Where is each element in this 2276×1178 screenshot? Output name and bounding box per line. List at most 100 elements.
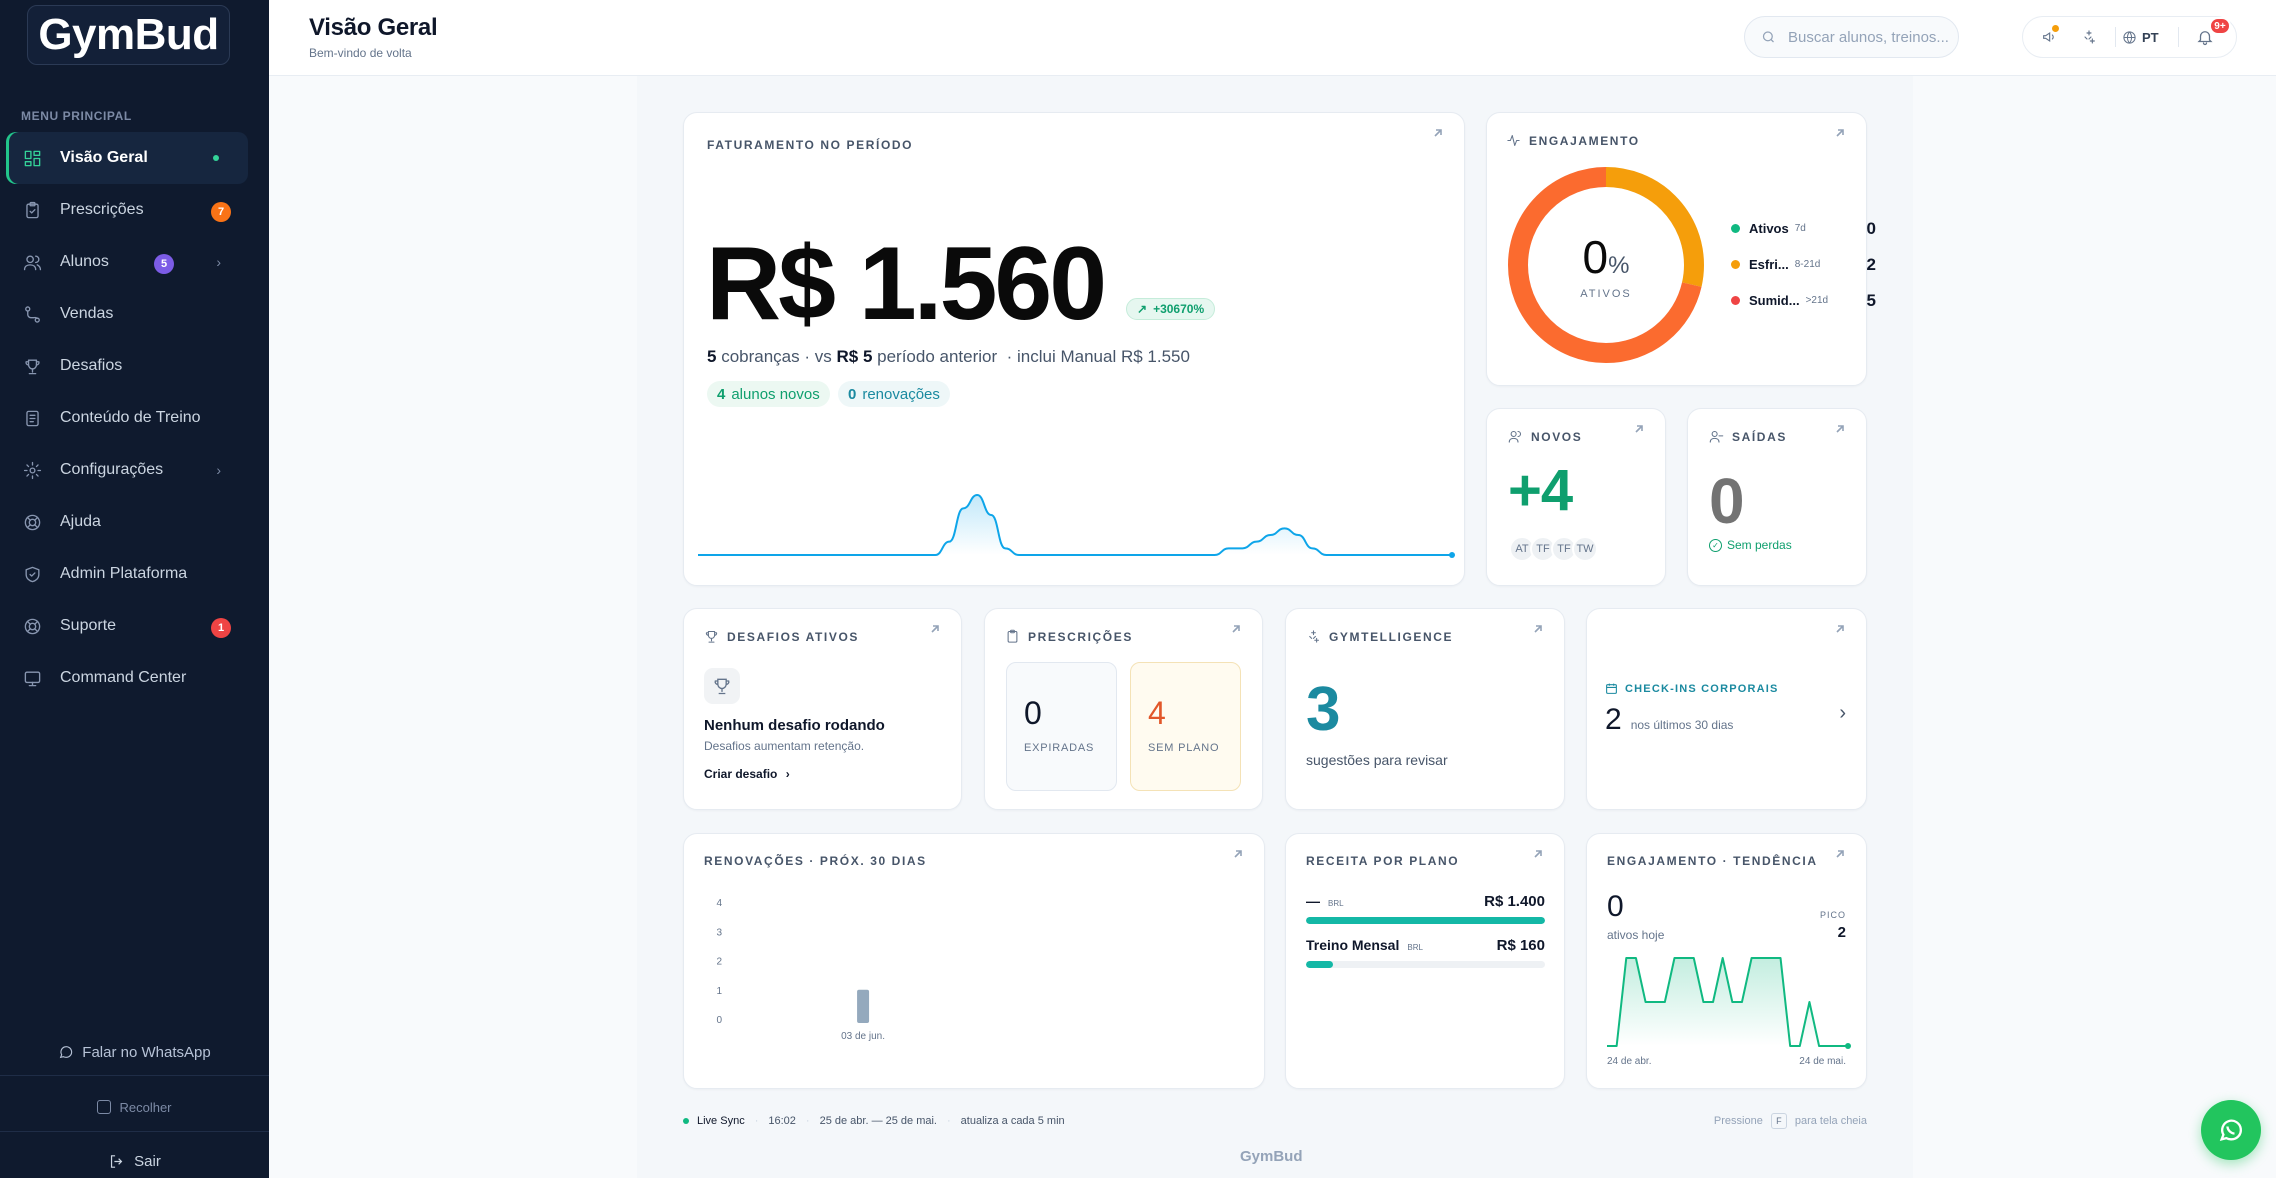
sidebar-item-label: Configurações [60,461,164,478]
monitor-icon [22,668,42,688]
sidebar-item-configuracoes[interactable]: Configurações › [6,444,248,496]
exits-card[interactable]: SAÍDAS 0 ✓ Sem perdas [1687,408,1867,586]
whatsapp-label: Falar no WhatsApp [82,1043,211,1061]
peak-label: PICO [1819,910,1846,920]
sidebar-item-label: Ajuda [60,513,101,530]
sidebar-item-visao-geral[interactable]: Visão Geral [6,132,248,184]
live-dot [683,1118,689,1124]
no-plan-box[interactable]: 4 SEM PLANO [1130,662,1241,791]
renewals-count: 0 [848,385,857,403]
language-selector[interactable]: PT [2122,16,2172,58]
language-label: PT [2142,29,2159,45]
plan-revenue-card[interactable]: RECEITA POR PLANO — BRL R$ 1.400 Treino M… [1285,833,1565,1089]
prescriptions-card[interactable]: PRESCRIÇÕES 0 EXPIRADAS 4 SEM PLANO [984,608,1263,810]
sidebar-item-conteudo-de-treino[interactable]: Conteúdo de Treino [6,392,248,444]
renewals-card[interactable]: RENOVAÇÕES · PRÓX. 30 DIAS 0 1 2 3 4 03 de ju… [683,833,1265,1089]
divider [2115,27,2116,47]
expand-icon[interactable] [1633,423,1647,437]
collapse-button[interactable]: Recolher [0,1092,269,1122]
donut-label: ATIVOS [1580,288,1632,300]
document-icon [22,408,42,428]
whatsapp-float-button[interactable] [2201,1100,2261,1160]
expand-icon[interactable] [1532,623,1546,637]
new-students-card[interactable]: NOVOS +4 AT TF TF TW [1486,408,1666,586]
legend-item[interactable]: Sumid... >21d 5 [1731,291,1876,310]
expand-icon[interactable] [1834,127,1848,141]
challenges-card[interactable]: DESAFIOS ATIVOS Nenhum desafio rodando D… [683,608,962,810]
renewals-pill[interactable]: 0 renovações [838,381,950,407]
engagement-trend-card[interactable]: ENGAJAMENTO · TENDÊNCIA 0 ativos hoje PI… [1586,833,1867,1089]
trend-line [1607,957,1848,1047]
avatar[interactable]: TW [1572,536,1598,562]
logo[interactable]: GymBud [27,5,230,65]
plan-row[interactable]: Treino Mensal BRL R$ 160 [1306,937,1545,968]
card-title: RENOVAÇÕES · PRÓX. 30 DIAS [704,854,927,868]
legend-value: 0 [1866,218,1876,238]
expand-icon[interactable] [1834,623,1848,637]
legend-item[interactable]: Esfri... 8-21d 2 [1731,255,1876,274]
sidebar-item-suporte[interactable]: Suporte 1 [6,600,248,652]
expand-icon[interactable] [1834,423,1848,437]
checkins-card[interactable]: CHECK-INS CORPORAIS 2 nos últimos 30 dia… [1586,608,1867,810]
sidebar-item-label: Alunos [60,253,109,270]
legend-dot [1731,224,1740,233]
plan-name-group: — BRL [1306,893,1344,911]
expand-icon[interactable] [1532,848,1546,862]
plan-bar-track [1306,917,1545,924]
expand-icon[interactable] [1432,127,1446,141]
date-range: 25 de abr. — 25 de mai. [819,1115,937,1127]
legend-item[interactable]: Ativos 7d 0 [1731,218,1876,238]
new-students-value: +4 [1508,458,1573,523]
unread-dot [2052,25,2059,32]
sidebar-item-desafios[interactable]: Desafios [6,340,248,392]
expired-box[interactable]: 0 EXPIRADAS [1006,662,1117,791]
sparkles-icon [2084,30,2095,44]
plan-currency: BRL [1328,899,1344,908]
fullscreen-label: para tela cheia [1794,1115,1867,1127]
cta-label: Criar desafio [704,767,778,781]
donut-segment[interactable] [1508,167,1704,363]
sidebar-item-ajuda[interactable]: Ajuda [6,496,248,548]
legend-name: Ativos [1749,221,1789,236]
separator: · [947,1115,951,1127]
renewals-label: renovações [862,385,940,403]
sidebar-item-alunos[interactable]: Alunos 5 › [6,236,248,288]
empty-title: Nenhum desafio rodando [704,717,885,734]
expand-icon[interactable] [1232,848,1246,862]
sidebar-item-vendas[interactable]: Vendas [6,288,248,340]
sidebar-item-prescricoes[interactable]: Prescrições 7 [6,184,248,236]
plan-name: Treino Mensal [1306,937,1400,953]
engagement-donut [1508,167,1704,363]
trend-last-point [1845,1043,1851,1049]
renewal-bar[interactable] [857,989,870,1023]
expand-icon[interactable] [929,623,943,637]
previous-amount: R$ 5 [836,347,873,366]
card-title-text: NOVOS [1531,429,1583,444]
expand-icon[interactable] [1834,848,1848,862]
y-tick-label: 2 [716,957,722,968]
suggestions-label: sugestões para revisar [1306,752,1448,768]
logout-button[interactable]: Sair [0,1144,269,1178]
sidebar-item-admin-plataforma[interactable]: Admin Plataforma [6,548,248,600]
whatsapp-link[interactable]: Falar no WhatsApp [0,1035,269,1069]
revenue-card[interactable]: FATURAMENTO NO PERÍODO R$ 1.560 ↗ +30670%… [683,112,1465,586]
search-input[interactable] [1788,28,1958,46]
chevron-right-icon[interactable]: › [1839,702,1846,724]
divider [0,1131,269,1132]
create-challenge-link[interactable]: Criar desafio › [704,767,790,781]
engagement-card[interactable]: ENGAJAMENTO 0% ATIVOS Ativos 7d 0 Esfri.… [1486,112,1876,386]
sidebar-item-command-center[interactable]: Command Center [6,652,248,704]
expand-icon[interactable] [1230,623,1244,637]
plan-row[interactable]: — BRL R$ 1.400 [1306,893,1545,924]
gymtelligence-card[interactable]: GYMTELLIGENCE 3 sugestões para revisar [1285,608,1565,810]
search-box[interactable] [1744,16,1959,58]
ai-button[interactable] [2069,16,2109,58]
new-students-pill[interactable]: 4 alunos novos [707,381,830,407]
expired-value: 0 [1024,695,1042,731]
trend-area [1607,958,1848,1046]
card-title-text: GYMTELLIGENCE [1329,629,1454,644]
notifications-button[interactable]: 9+ [2185,16,2231,58]
checkins-summary: 2 nos últimos 30 dias [1605,703,1733,737]
announcements-button[interactable] [2029,16,2069,58]
sidebar: GymBud MENU PRINCIPAL Visão Geral Prescr… [0,0,269,1178]
